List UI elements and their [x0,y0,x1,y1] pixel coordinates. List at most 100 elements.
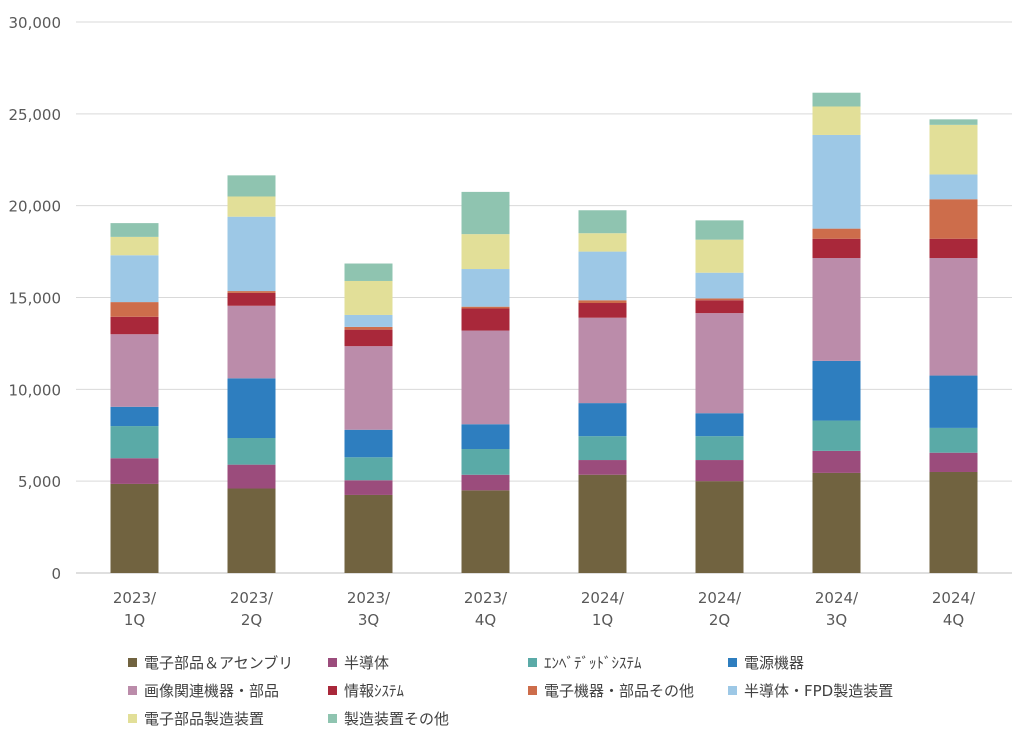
legend-swatch [728,657,737,667]
legend-item: 半導体・FPD製造装置 [728,679,928,701]
bar-segment [929,471,978,573]
legend-label: 画像関連機器・部品 [144,681,280,700]
bar-segment [578,436,627,461]
bar-segment [812,258,861,361]
bar-segment [695,436,744,461]
bar-segment [110,458,159,484]
gridlines [76,21,1012,574]
y-tick-label: 10,000 [9,381,62,399]
legend-item: 情報ｼｽﾃﾑ [328,679,528,701]
legend-swatch [328,713,337,723]
legend-item: 電子機器・部品その他 [528,679,728,701]
bar-segment [578,251,627,301]
bar-segment [812,106,861,135]
bar-segment [695,239,744,273]
bar-segment [227,291,276,293]
bar-segment [929,124,978,175]
bar-segment [695,460,744,482]
bar-segment [578,317,627,404]
legend-swatch [128,685,137,695]
bar-segment [461,490,510,573]
bar-segment [461,474,510,491]
bar-segment [110,316,159,335]
bar-segment [578,474,627,573]
x-tick-label: 2024/3Q [815,589,859,629]
bar-segment [929,427,978,453]
bar-segment [578,303,627,318]
legend-item: 電子部品製造装置 [128,707,328,729]
bar-segment [110,255,159,303]
y-tick-label: 25,000 [9,106,62,124]
bar-segment [461,269,510,307]
bar-segment [812,92,861,107]
y-tick-label: 5,000 [18,473,61,491]
y-tick-label: 30,000 [9,14,62,32]
bar-segment [344,329,393,347]
bar-segment [812,420,861,451]
legend-label: 電子部品製造装置 [144,709,265,728]
bar-segment [929,119,978,125]
x-tick-label: 2024/1Q [581,589,625,629]
bar-segment [344,314,393,327]
bar-segment [344,326,393,330]
legend-label: 製造装置その他 [344,709,450,728]
bar-segment [344,280,393,315]
y-tick-label: 0 [51,565,61,583]
legend: 電子部品＆アセンブリ 半導体 ｴﾝﾍﾞﾃﾞｯﾄﾞｼｽﾃﾑ 電源機器画像関連機器・部品 情… [128,651,1008,729]
bar-segment [227,438,276,465]
legend-item: 製造装置その他 [328,707,528,729]
bar-segment [812,134,861,229]
legend-swatch [528,685,537,695]
bar-segment [344,480,393,495]
bar-segment [812,450,861,473]
bar-segment [461,234,510,270]
bar-segment [110,302,159,317]
bar-segment [812,472,861,573]
bar-segment [344,494,393,573]
legend-swatch [128,713,137,723]
bar-segment [461,191,510,235]
legend-swatch [328,685,337,695]
bar-segment [695,413,744,437]
legend-label: ｴﾝﾍﾞﾃﾞｯﾄﾞｼｽﾃﾑ [544,653,642,672]
bar-segment [695,481,744,573]
y-tick-label: 20,000 [9,198,62,216]
legend-label: 電子部品＆アセンブリ [144,653,294,672]
y-tick-label: 15,000 [9,290,62,308]
x-tick-label: 2023/3Q [347,589,391,629]
bar-segment [227,216,276,292]
bar-segment [110,406,159,427]
bar-segment [578,460,627,475]
bar-segment [695,220,744,240]
bar-segment [929,199,978,239]
bar-segment [578,403,627,437]
legend-item: 電源機器 [728,651,928,673]
bar-segment [110,334,159,407]
bar-segment [344,429,393,458]
bar-segment [929,375,978,428]
legend-item: 電子部品＆アセンブリ [128,651,328,673]
bar-segment [227,378,276,439]
legend-item: 画像関連機器・部品 [128,679,328,701]
bar-segment [227,175,276,197]
bar-segment [578,210,627,234]
legend-swatch [528,657,537,667]
bar-segment [578,300,627,304]
bar-segment [461,306,510,309]
bars [110,92,978,573]
legend-label: 電子機器・部品その他 [544,681,695,700]
legend-item: 半導体 [328,651,528,673]
legend-label: 電源機器 [744,653,805,672]
bar-segment [110,236,159,256]
bar-segment [227,464,276,489]
bar-segment [344,457,393,481]
bar-segment [461,308,510,331]
x-tick-label: 2023/1Q [113,589,157,629]
bar-segment [929,452,978,472]
bar-segment [110,426,159,459]
bar-segment [110,223,159,237]
legend-swatch [128,657,137,667]
bar-segment [227,305,276,379]
bar-segment [929,174,978,200]
bar-segment [929,258,978,376]
